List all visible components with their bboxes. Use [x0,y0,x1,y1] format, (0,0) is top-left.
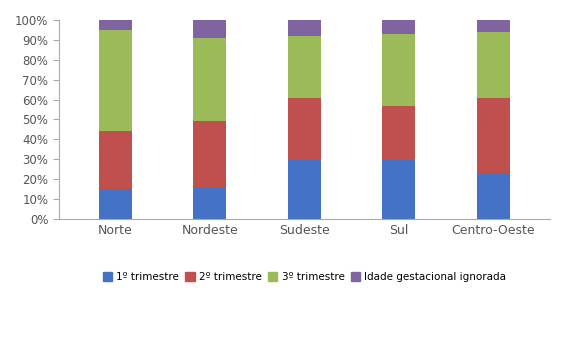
Bar [193,20,227,38]
Bar [193,187,227,219]
Bar [193,38,227,121]
Bar [99,20,132,30]
Bar [477,97,510,173]
Bar [99,189,132,219]
Bar [288,36,321,97]
Bar [383,106,415,159]
Bar [383,159,415,219]
Bar [477,32,510,97]
Bar [288,20,321,36]
Bar [99,131,132,189]
Bar [193,121,227,187]
Bar [477,173,510,219]
Legend: 1º trimestre, 2º trimestre, 3º trimestre, Idade gestacional ignorada: 1º trimestre, 2º trimestre, 3º trimestre… [98,268,510,286]
Bar [383,34,415,106]
Bar [288,159,321,219]
Bar [477,20,510,32]
Bar [288,97,321,159]
Bar [383,20,415,34]
Bar [99,30,132,131]
